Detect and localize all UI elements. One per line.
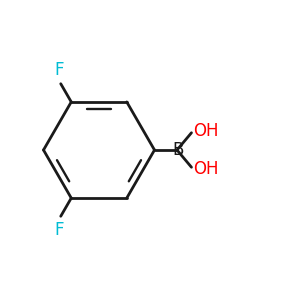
Text: B: B [173, 141, 184, 159]
Text: OH: OH [193, 160, 218, 178]
Text: OH: OH [193, 122, 218, 140]
Text: F: F [55, 221, 64, 239]
Text: F: F [55, 61, 64, 79]
